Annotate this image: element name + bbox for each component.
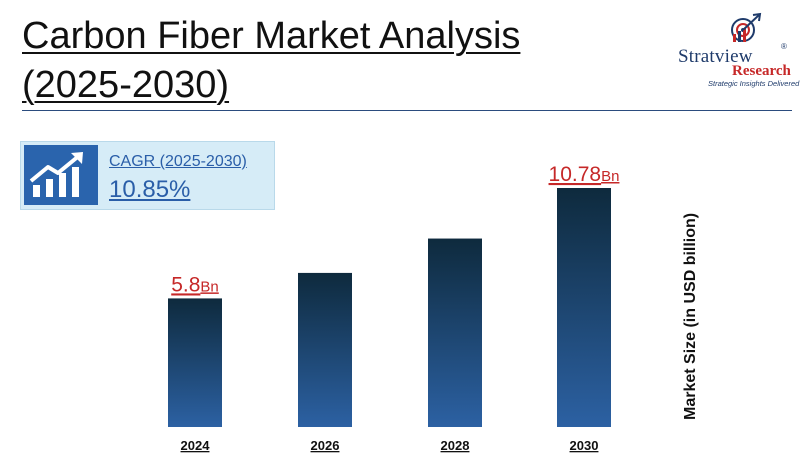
bar-2030 [557, 188, 611, 427]
y-axis-label: Market Size (in USD billion) [682, 212, 699, 420]
cagr-value: 10.85% [109, 176, 191, 203]
title-divider [22, 110, 792, 111]
page-title: Carbon Fiber Market Analysis (2025-2030) [22, 15, 521, 106]
logo-target-icon [731, 12, 762, 42]
bar-2028 [428, 238, 482, 427]
logo-registered-mark: ® [781, 42, 787, 51]
x-tick-label-2026: 2026 [311, 438, 340, 453]
x-tick-label-2030: 2030 [570, 438, 599, 453]
data-label-2024: 5.8Bn [171, 273, 219, 296]
logo-tagline: Strategic Insights Delivered [708, 79, 800, 88]
x-tick-label-2024: 2024 [181, 438, 211, 453]
cagr-label: CAGR (2025-2030) [109, 153, 247, 170]
stratview-logo: Stratview ® Research Strategic Insights … [678, 12, 799, 88]
growth-chart-icon [24, 145, 98, 205]
bar-2024 [168, 298, 222, 427]
data-label-2030: 10.78Bn [549, 163, 620, 186]
logo-name: Stratview [678, 46, 753, 67]
logo-subname: Research [732, 63, 791, 79]
x-tick-label-2028: 2028 [441, 438, 470, 453]
cagr-card: CAGR (2025-2030) 10.85% [20, 141, 275, 210]
bar-2026 [298, 272, 352, 427]
